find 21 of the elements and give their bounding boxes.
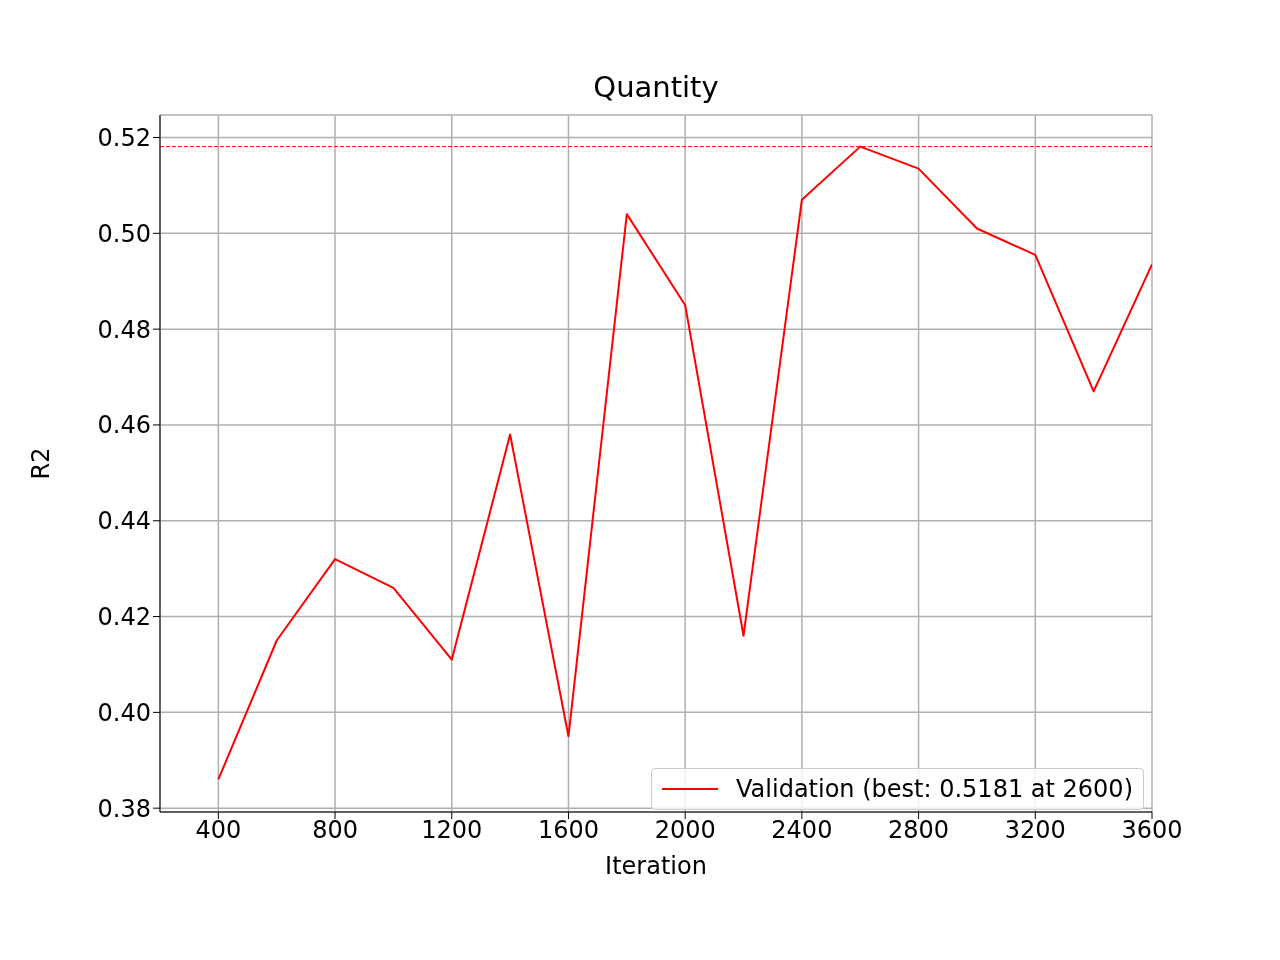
- chart-title: Quantity: [592, 70, 720, 104]
- y-tick-label: 0.46: [97, 411, 151, 440]
- y-tick-label: 0.40: [97, 698, 151, 727]
- y-tick-label: 0.52: [97, 124, 151, 153]
- x-tick-label: 3600: [1121, 816, 1183, 845]
- x-tick-label: 1600: [537, 816, 600, 845]
- x-tick-label: 400: [195, 816, 242, 845]
- x-tick-label: 800: [312, 816, 358, 845]
- legend-label: Validation (best: 0.5181 at 2600): [736, 775, 1133, 803]
- y-tick-label: 0.50: [97, 219, 151, 248]
- x-axis-title: Iteration: [605, 852, 707, 880]
- y-tick-label: 0.38: [97, 794, 151, 823]
- x-tick-label: 3200: [1004, 816, 1066, 845]
- x-tick-label: 2000: [654, 816, 716, 845]
- x-tick-label: 2800: [888, 816, 950, 845]
- y-axis-title: R2: [26, 447, 55, 480]
- x-tick-label: 1200: [421, 816, 483, 845]
- x-tick-label: 2400: [771, 816, 833, 845]
- y-tick-label: 0.48: [97, 315, 151, 344]
- y-tick-label: 0.42: [97, 603, 151, 632]
- y-tick-label: 0.44: [97, 507, 151, 536]
